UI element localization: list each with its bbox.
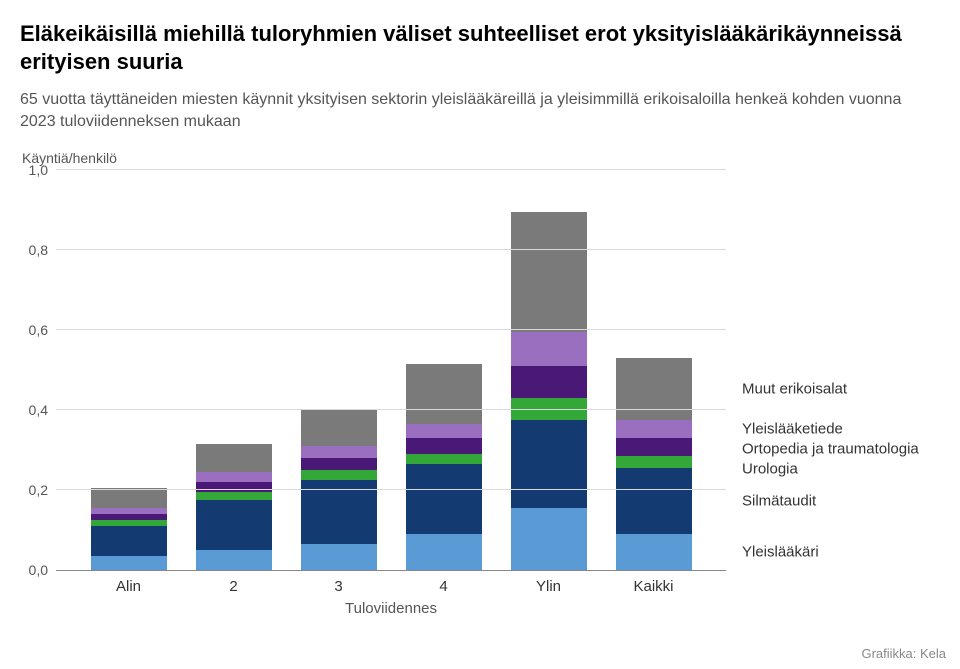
credit-text: Grafiikka: Kela — [861, 646, 946, 661]
bar-segment-urologia — [406, 454, 482, 464]
plot-region: Alin234YlinKaikki 0,00,20,40,60,81,0 — [56, 170, 726, 571]
y-tick-label: 0,8 — [29, 242, 56, 258]
y-tick-label: 0,4 — [29, 402, 56, 418]
grid-line — [56, 409, 726, 410]
bar-segment-ortopedia — [511, 366, 587, 398]
bar-segment-yleislaakari — [91, 556, 167, 570]
bar-segment-urologia — [616, 456, 692, 468]
bar-segment-silmataudit — [406, 464, 482, 534]
bar-segment-yleislaaket — [511, 332, 587, 366]
y-tick-label: 0,2 — [29, 482, 56, 498]
grid-line — [56, 329, 726, 330]
y-axis-label: Käyntiä/henkilö — [22, 150, 940, 166]
bar-segment-muut — [616, 358, 692, 420]
x-category-label: 4 — [439, 570, 447, 595]
bar-segment-ortopedia — [196, 482, 272, 492]
bar-segment-silmataudit — [616, 468, 692, 534]
bar-segment-ortopedia — [406, 438, 482, 454]
bar-segment-ortopedia — [301, 458, 377, 470]
bar-segment-yleislaaket — [406, 424, 482, 438]
y-tick-label: 0,6 — [29, 322, 56, 338]
bar-segment-silmataudit — [511, 420, 587, 508]
legend-item-muut: Muut erikoisalat — [742, 381, 847, 398]
grid-line — [56, 489, 726, 490]
bar-segment-yleislaakari — [406, 534, 482, 570]
stacked-bar — [91, 488, 167, 570]
legend-item-yleislaakari: Yleislääkäri — [742, 544, 819, 561]
stacked-bar — [301, 410, 377, 570]
chart-subtitle: 65 vuotta täyttäneiden miesten käynnit y… — [20, 89, 920, 132]
bar-segment-yleislaaket — [301, 446, 377, 458]
stacked-bar — [406, 364, 482, 570]
x-axis-label: Tuloviidennes — [56, 600, 726, 617]
bar-slot: 2 — [181, 444, 286, 570]
bar-slot: Alin — [76, 488, 181, 570]
stacked-bar — [196, 444, 272, 570]
legend-item-ortopedia: Ortopedia ja traumatologia — [742, 441, 919, 458]
stacked-bar — [511, 212, 587, 570]
x-category-label: Alin — [116, 570, 141, 595]
bar-segment-urologia — [196, 492, 272, 500]
bar-segment-muut — [511, 212, 587, 332]
bars-group: Alin234YlinKaikki — [56, 170, 726, 570]
bar-segment-muut — [301, 410, 377, 446]
chart-area: Alin234YlinKaikki 0,00,20,40,60,81,0 Yle… — [22, 170, 940, 600]
grid-line — [56, 249, 726, 250]
y-tick-label: 0,0 — [29, 562, 56, 578]
stacked-bar — [616, 358, 692, 570]
bar-segment-yleislaakari — [196, 550, 272, 570]
legend-item-silmataudit: Silmätaudit — [742, 493, 816, 510]
bar-slot: 3 — [286, 410, 391, 570]
x-category-label: 2 — [229, 570, 237, 595]
bar-segment-yleislaaket — [196, 472, 272, 482]
x-category-label: Kaikki — [633, 570, 673, 595]
bar-segment-muut — [196, 444, 272, 472]
bar-segment-silmataudit — [91, 526, 167, 556]
bar-slot: Kaikki — [601, 358, 706, 570]
bar-slot: 4 — [391, 364, 496, 570]
bar-slot: Ylin — [496, 212, 601, 570]
legend-item-yleislaaket: Yleislääketiede — [742, 421, 843, 438]
x-category-label: 3 — [334, 570, 342, 595]
x-category-label: Ylin — [536, 570, 561, 595]
legend: Yleislääkäri Silmätaudit Urologia Ortopedia… — [742, 170, 960, 570]
legend-item-urologia: Urologia — [742, 461, 798, 478]
bar-segment-yleislaaket — [616, 420, 692, 438]
grid-line — [56, 169, 726, 170]
chart-container: Eläkeikäisillä miehillä tuloryhmien väli… — [0, 0, 960, 669]
bar-segment-yleislaakari — [616, 534, 692, 570]
bar-segment-yleislaakari — [511, 508, 587, 570]
bar-segment-yleislaakari — [301, 544, 377, 570]
bar-segment-silmataudit — [196, 500, 272, 550]
bar-segment-muut — [91, 488, 167, 508]
bar-segment-muut — [406, 364, 482, 424]
bar-segment-urologia — [301, 470, 377, 480]
bar-segment-ortopedia — [616, 438, 692, 456]
chart-title: Eläkeikäisillä miehillä tuloryhmien väli… — [20, 20, 920, 75]
y-tick-label: 1,0 — [29, 162, 56, 178]
